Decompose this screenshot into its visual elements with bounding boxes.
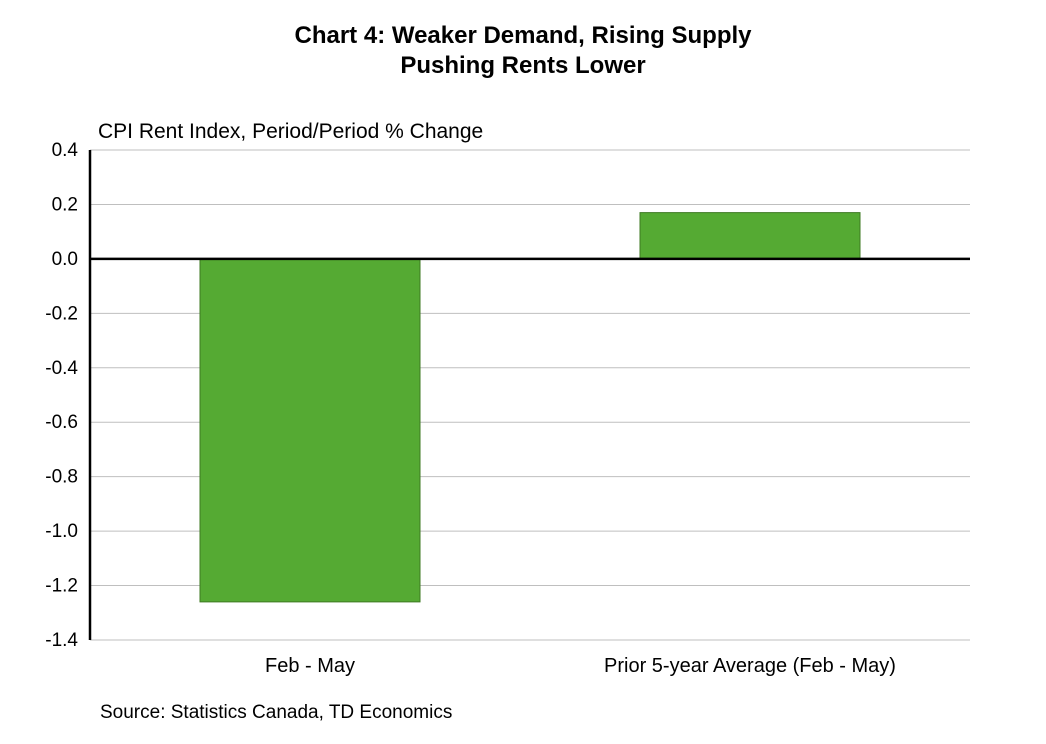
bar-chart: -1.4 -1.2 -1.0 -0.8 -0.6 -0.4 -0.2 0.0 0.2 0.4 Feb… [0,0,1046,744]
svg-text:-1.0: -1.0 [45,521,78,542]
x-axis-label: Prior 5-year Average (Feb - May) [604,655,896,677]
svg-text:-1.2: -1.2 [45,576,78,597]
svg-text:-1.4: -1.4 [45,630,78,651]
svg-text:-0.8: -0.8 [45,467,78,488]
chart-source: Source: Statistics Canada, TD Economics [100,702,452,724]
bar [200,259,420,602]
x-axis-label: Feb - May [265,655,355,677]
svg-text:-0.6: -0.6 [45,412,78,433]
svg-text:0.0: 0.0 [52,249,78,270]
svg-text:0.2: 0.2 [52,194,78,215]
svg-text:0.4: 0.4 [52,140,79,161]
bar [640,213,860,259]
svg-text:-0.4: -0.4 [45,358,78,379]
chart-container: Chart 4: Weaker Demand, Rising Supply Pu… [0,0,1046,744]
svg-text:-0.2: -0.2 [45,303,78,324]
